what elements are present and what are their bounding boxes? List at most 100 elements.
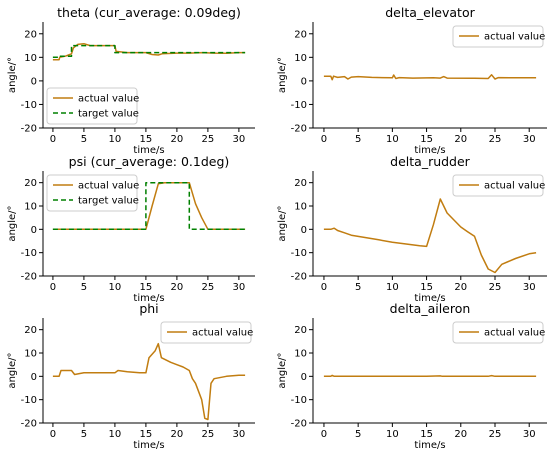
series-line-2 xyxy=(52,181,246,231)
y-tick-label: -20 xyxy=(291,124,307,135)
y-tick-label: -20 xyxy=(291,272,307,283)
chart-title: theta (cur_average: 0.09deg) xyxy=(57,5,241,20)
y-tick-label: 20 xyxy=(24,325,37,336)
y-tick-label: 10 xyxy=(24,53,37,64)
x-tick-label: 5 xyxy=(355,134,361,145)
y-tick-label: -10 xyxy=(291,395,307,406)
legend-label: actual value xyxy=(484,181,545,192)
x-tick-label: 25 xyxy=(489,282,502,293)
subplot-2: delta_elevator 0 5 10 15 20 25 30 -20 -10 0 10 20 tim… xyxy=(277,5,547,156)
x-tick-label: 20 xyxy=(454,429,467,440)
x-tick-label: 10 xyxy=(109,429,122,440)
y-tick-label: 20 xyxy=(294,178,307,189)
y-tick-label: 20 xyxy=(294,325,307,336)
y-tick-label: 10 xyxy=(24,349,37,360)
y-axis-label: angle/° xyxy=(277,352,288,388)
x-tick-label: 10 xyxy=(386,134,399,145)
x-tick-label: 10 xyxy=(109,282,122,293)
legend-label: actual value xyxy=(78,181,139,192)
y-tick-label: -20 xyxy=(21,124,37,135)
legend: actual value xyxy=(160,321,253,344)
x-tick-label: 5 xyxy=(355,429,361,440)
legend-label: target value xyxy=(78,109,139,120)
x-tick-label: 15 xyxy=(140,134,153,145)
x-tick-label: 25 xyxy=(202,134,215,145)
y-tick-label: 20 xyxy=(24,29,37,40)
x-tick-label: 10 xyxy=(386,429,399,440)
chart-title: delta_rudder xyxy=(390,154,471,169)
x-tick-label: 0 xyxy=(50,282,56,293)
x-axis-label: time/s xyxy=(133,440,164,451)
x-tick-label: 20 xyxy=(454,282,467,293)
y-tick-label: 10 xyxy=(294,53,307,64)
y-tick-label: -10 xyxy=(21,395,37,406)
x-tick-label: 10 xyxy=(386,282,399,293)
x-tick-label: 30 xyxy=(523,134,536,145)
y-tick-label: 10 xyxy=(24,202,37,213)
x-tick-label: 15 xyxy=(420,429,433,440)
y-axis-label: angle/° xyxy=(277,205,288,241)
legend: actual value xyxy=(452,25,545,48)
series-line-1 xyxy=(323,198,537,274)
x-tick-label: 30 xyxy=(233,429,246,440)
x-tick-label: 25 xyxy=(489,429,502,440)
series-line-2 xyxy=(52,44,246,59)
legend: actual value xyxy=(452,321,545,344)
y-tick-label: 20 xyxy=(294,29,307,40)
legend-box xyxy=(160,321,252,344)
x-axis-label: time/s xyxy=(414,440,445,451)
subplot-4: delta_rudder 0 5 10 15 20 25 30 -20 -10 0 10 20 time/… xyxy=(277,154,547,304)
legend-label: actual value xyxy=(78,94,139,105)
legend-box xyxy=(452,321,544,344)
x-tick-label: 20 xyxy=(171,134,184,145)
x-tick-label: 5 xyxy=(81,429,87,440)
x-tick-label: 25 xyxy=(202,429,215,440)
subplot-1: theta (cur_average: 0.09deg) 0 5 10 15 20 25 30… xyxy=(7,5,255,156)
x-tick-label: 0 xyxy=(50,134,56,145)
y-tick-label: 20 xyxy=(24,178,37,189)
x-tick-label: 30 xyxy=(523,429,536,440)
x-tick-label: 20 xyxy=(454,134,467,145)
y-tick-label: 0 xyxy=(301,76,307,87)
series-line-1 xyxy=(323,74,537,81)
x-tick-label: 5 xyxy=(81,134,87,145)
y-tick-label: -10 xyxy=(21,248,37,259)
legend-label: actual value xyxy=(484,32,545,43)
y-tick-label: -20 xyxy=(291,419,307,430)
x-tick-label: 15 xyxy=(420,282,433,293)
y-tick-label: 10 xyxy=(294,349,307,360)
x-tick-label: 0 xyxy=(50,429,56,440)
x-axis-label: time/s xyxy=(414,293,445,304)
y-tick-label: 10 xyxy=(294,202,307,213)
subplot-6: delta_aileron 0 5 10 15 20 25 30 -20 -10 0 10 20 time… xyxy=(277,301,547,451)
y-tick-label: 0 xyxy=(31,225,37,236)
y-tick-label: -10 xyxy=(291,248,307,259)
legend-label: actual value xyxy=(192,328,253,339)
chart-title: delta_elevator xyxy=(385,5,475,20)
series-line-1 xyxy=(52,342,246,421)
y-tick-label: 0 xyxy=(301,225,307,236)
x-tick-label: 20 xyxy=(171,429,184,440)
legend-label: target value xyxy=(78,196,139,207)
x-tick-label: 15 xyxy=(420,134,433,145)
x-axis-label: time/s xyxy=(133,145,164,156)
subplot-5: phi 0 5 10 15 20 25 30 -20 -10 0 10 20 time/s angle/° a… xyxy=(7,301,255,451)
y-tick-label: -10 xyxy=(21,100,37,111)
legend: actual value target value xyxy=(46,174,139,212)
x-tick-label: 30 xyxy=(523,282,536,293)
y-axis-label: angle/° xyxy=(7,57,18,93)
chart-title: phi xyxy=(139,301,158,316)
y-tick-label: 0 xyxy=(31,76,37,87)
x-tick-label: 5 xyxy=(355,282,361,293)
x-tick-label: 20 xyxy=(171,282,184,293)
x-tick-label: 0 xyxy=(321,134,327,145)
legend-label: actual value xyxy=(484,328,545,339)
y-axis-label: angle/° xyxy=(7,352,18,388)
legend-box xyxy=(452,174,544,197)
x-tick-label: 0 xyxy=(321,429,327,440)
legend-box xyxy=(452,25,544,48)
x-tick-label: 25 xyxy=(202,282,215,293)
legend: actual value target value xyxy=(46,87,139,125)
x-tick-label: 25 xyxy=(489,134,502,145)
